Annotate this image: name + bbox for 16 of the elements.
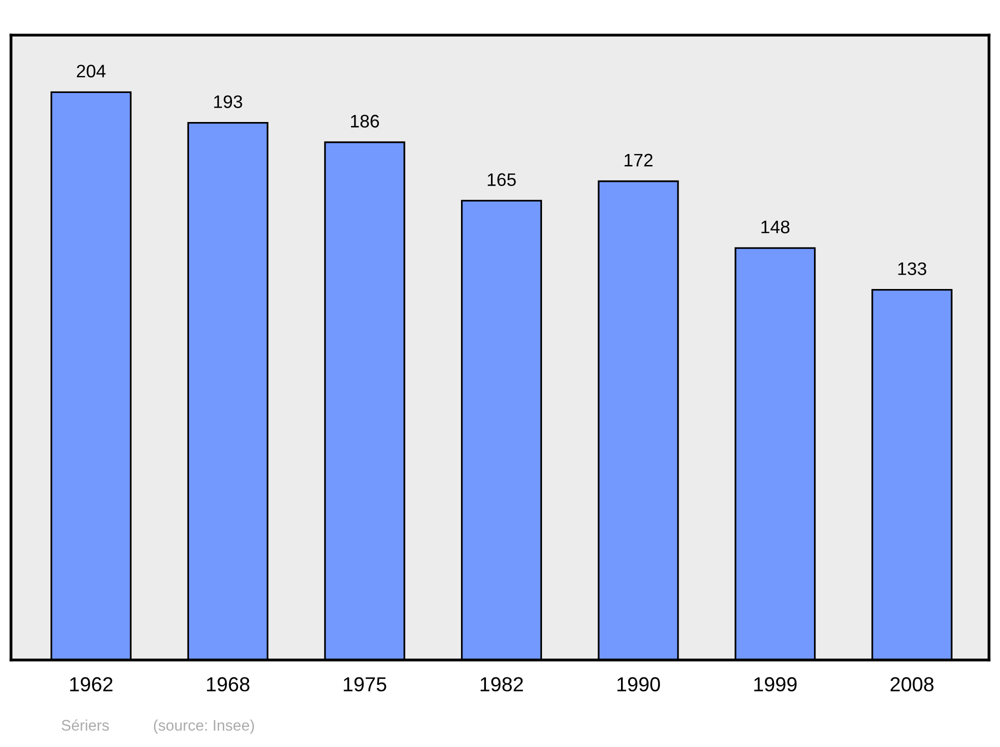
data-label: 133 <box>898 262 926 276</box>
data-label: 193 <box>214 95 242 108</box>
x-tick-label: 1968 <box>207 677 250 692</box>
text: Sériers <box>62 719 109 731</box>
x-tick-label: 1982 <box>480 677 523 692</box>
data-label: 172 <box>624 154 652 166</box>
data-label: 165 <box>488 173 516 186</box>
x-tick-label: 1975 <box>344 677 386 692</box>
x-tick-label: 2008 <box>890 677 934 692</box>
data-label: 186 <box>351 114 379 128</box>
x-tick-label: 1999 <box>754 677 797 692</box>
x-tick-label: 1962 <box>70 677 112 692</box>
data-label: 148 <box>761 220 790 234</box>
x-tick-label: 1990 <box>617 677 660 692</box>
data-label: 204 <box>76 64 106 78</box>
text: (source: Insee) <box>154 719 254 734</box>
